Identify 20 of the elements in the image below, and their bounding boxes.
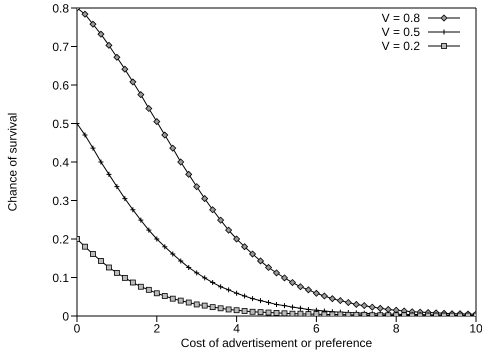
y-tick-label: 0.4: [52, 155, 70, 170]
y-tick-label: 0.2: [52, 232, 70, 246]
y-tick-label: 0.3: [52, 194, 70, 208]
x-tick-label: 2: [153, 322, 160, 336]
y-tick-label: 0.8: [52, 1, 70, 16]
y-tick-label: 0.6: [52, 78, 70, 92]
y-tick-label: 0: [62, 309, 70, 324]
x-tick-label: 10: [469, 322, 482, 336]
x-tick-label: 8: [392, 322, 400, 336]
x-axis-title: Cost of advertisement or preference: [180, 336, 373, 350]
y-axis-title: Chance of survival: [5, 112, 20, 212]
legend-label: V = 0.8: [382, 11, 420, 25]
x-tick-label: 0: [74, 322, 81, 336]
x-tick-label: 6: [313, 322, 320, 336]
legend-label: V = 0.2: [382, 39, 420, 53]
y-tick-label: 0.1: [52, 270, 70, 285]
y-tick-label: 0.5: [52, 116, 70, 131]
x-tick-label: 4: [233, 322, 240, 336]
y-tick-label: 0.7: [52, 40, 70, 54]
legend-label: V = 0.5: [382, 25, 420, 39]
